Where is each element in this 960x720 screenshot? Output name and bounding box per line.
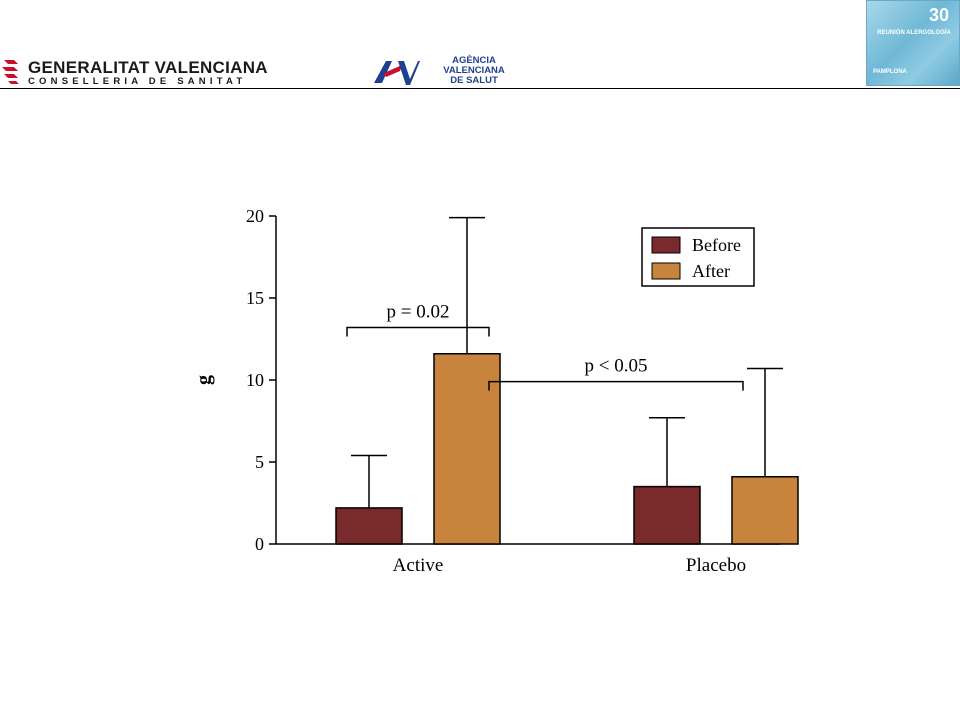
reunion-number: 30 [928,5,949,25]
y-axis-label: g [193,375,215,385]
bar-chart: 0 5 10 15 20 g Active Placebo p = 0.02 p < 0.05 Be… [193,206,799,576]
avs-line-3: DE SALUT [450,75,498,86]
legend-label-before: Before [692,235,741,255]
significance-bracket-1 [346,326,490,337]
bar-placebo-after [731,476,799,545]
y-tick-label-5: 5 [255,452,264,472]
y-tick-label-20: 20 [246,206,264,226]
conselleria-name: CONSELLERIA DE SANITAT [28,76,247,87]
y-tick-label-15: 15 [246,288,264,308]
legend-swatch-before [651,236,681,254]
header-divider [0,88,960,89]
bar-active-before [335,507,403,545]
significance-bracket-2 [488,380,744,391]
avs-line-2: VALENCIANA [443,65,505,76]
reunion-title: REUNIÓN ALERGOLOGÍA [877,30,951,36]
significance-label-2: p < 0.05 [585,356,648,377]
page-header: GENERALITAT VALENCIANA CONSELLERIA DE SA… [0,0,960,92]
x-tick-label-active: Active [393,555,444,576]
generalitat-name: GENERALITAT VALENCIANA [28,58,268,77]
avs-line-1: AGÈNCIA [452,55,496,66]
significance-label-1: p = 0.02 [387,302,450,323]
y-tick-label-10: 10 [246,370,264,390]
y-tick-label-0: 0 [255,534,264,554]
x-tick-label-placebo: Placebo [686,555,746,576]
generalitat-valenciana-logo-icon [2,60,19,84]
reunion-logo: 30 REUNIÓN ALERGOLOGÍA PAMPLONA [866,0,960,86]
legend-swatch-after [651,262,681,280]
bar-placebo-before [633,485,701,545]
legend-label-after: After [692,261,730,281]
avs-name: AGÈNCIA VALENCIANA DE SALUT [424,56,524,86]
avs-logo-icon [374,61,420,85]
reunion-city: PAMPLONA [873,69,907,75]
